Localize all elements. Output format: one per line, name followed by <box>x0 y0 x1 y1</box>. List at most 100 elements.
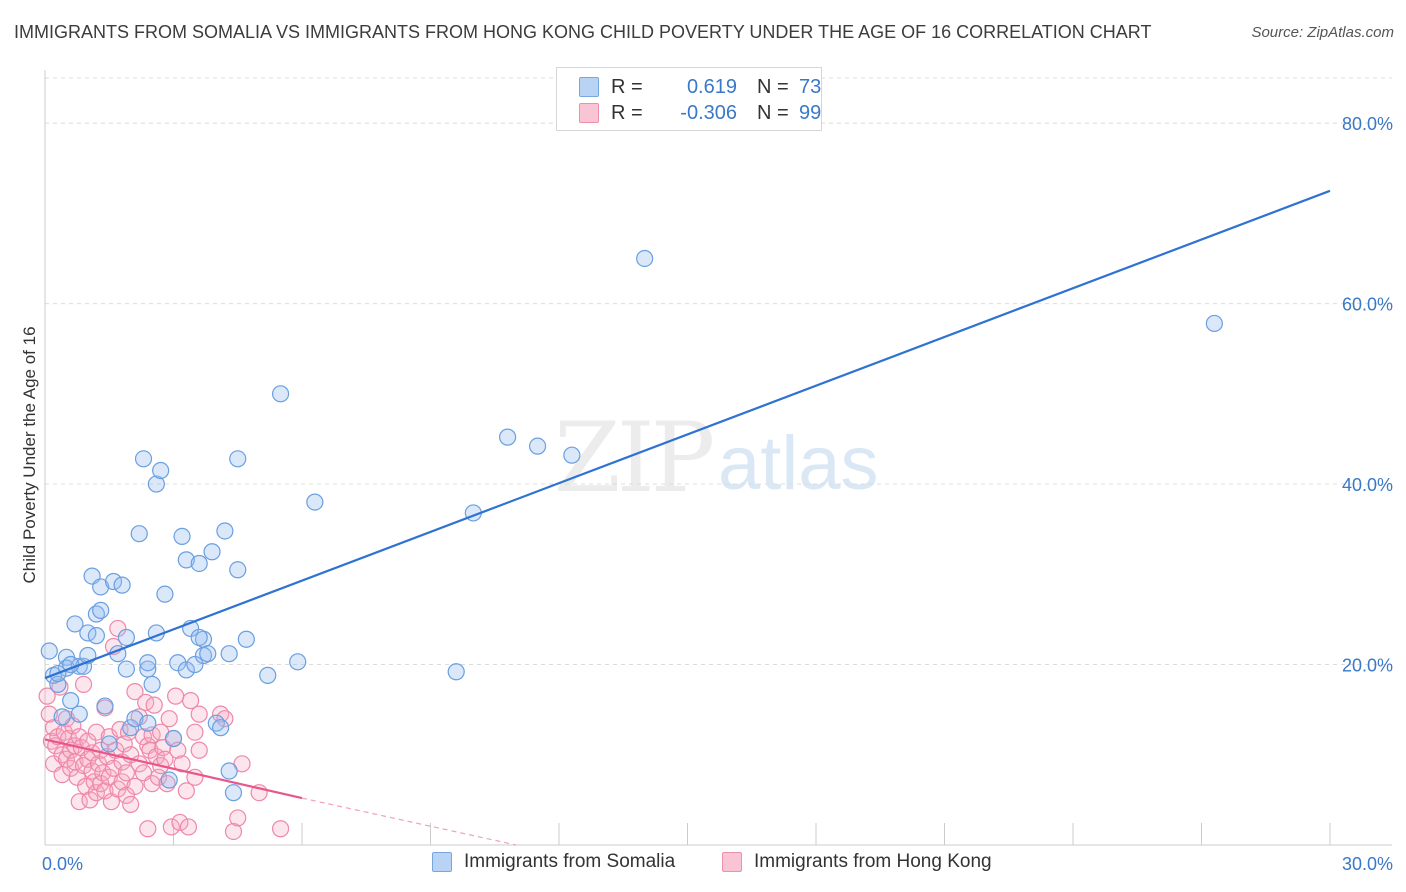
somalia-point <box>259 666 277 684</box>
somalia-point <box>40 642 58 660</box>
y-tick-label: 80.0% <box>1342 114 1393 134</box>
hongkong-point <box>190 741 208 759</box>
somalia-point <box>229 561 247 579</box>
legend-swatch-hongkong <box>579 103 599 123</box>
hongkong-point <box>117 764 135 782</box>
hongkong-point <box>87 784 106 802</box>
hongkong-point <box>167 687 185 705</box>
hongkong-points <box>38 619 290 841</box>
hongkong-point <box>126 777 144 795</box>
somalia-point <box>126 710 144 728</box>
hongkong-point <box>104 759 123 777</box>
x-tick-label: 0.0% <box>42 854 83 874</box>
hongkong-point <box>83 762 101 780</box>
hongkong-point <box>162 818 180 836</box>
somalia-point <box>66 615 84 633</box>
somalia-point <box>190 628 208 647</box>
somalia-point <box>224 784 243 802</box>
hongkong-point <box>145 696 163 714</box>
trend-layer <box>44 189 1331 846</box>
somalia-point <box>447 663 465 681</box>
legend-r-value: 0.619 <box>686 75 737 98</box>
hongkong-point <box>186 723 204 741</box>
somalia-point <box>139 654 157 672</box>
somalia-point <box>92 578 110 596</box>
somalia-point <box>528 437 547 455</box>
somalia-point <box>104 572 123 591</box>
hongkong-swatch <box>722 852 742 872</box>
hongkong-point <box>70 793 88 811</box>
hongkong-point <box>139 820 157 838</box>
legend-swatch-somalia <box>579 77 599 97</box>
legend-n-label: N = <box>757 101 789 124</box>
hongkong-point <box>126 682 144 701</box>
somalia-point <box>636 249 654 268</box>
somalia-point <box>220 645 238 663</box>
hongkong-point <box>182 692 200 710</box>
somalia-point <box>156 585 174 603</box>
legend-r-label: R = <box>611 75 643 98</box>
y-axis-label: Child Poverty Under the Age of 16 <box>20 326 39 583</box>
bottom-legend-somalia[interactable]: Immigrants from Somalia <box>432 851 675 873</box>
y-tick-label: 60.0% <box>1342 295 1393 315</box>
somalia-point <box>212 719 230 737</box>
legend-n-value: 73 <box>799 75 822 98</box>
hongkong-point <box>177 782 195 800</box>
bottom-legend-hongkong[interactable]: Immigrants from Hong Kong <box>722 851 992 873</box>
x-tick-label: 30.0% <box>1342 854 1393 874</box>
somalia-point <box>92 601 110 619</box>
hongkong-point <box>143 775 161 793</box>
y-tick-label: 20.0% <box>1342 656 1393 676</box>
hongkong-point <box>224 822 243 841</box>
somalia-point <box>152 461 170 480</box>
hongkong-point <box>81 791 99 809</box>
legend-row-hongkong: R = -0.306 N = 99 <box>579 100 821 126</box>
somalia-point <box>164 729 183 748</box>
somalia-point <box>177 661 195 679</box>
hongkong-point <box>100 768 118 786</box>
legend-n-value: 99 <box>799 101 822 124</box>
somalia-point <box>199 645 217 663</box>
hongkong-point <box>229 809 247 827</box>
somalia-point <box>306 493 324 511</box>
hongkong-point <box>171 813 189 832</box>
somalia-point <box>177 551 195 569</box>
somalia-point <box>130 525 148 543</box>
somalia-point <box>87 627 106 645</box>
somalia-points <box>40 249 1223 802</box>
chart-title: IMMIGRANTS FROM SOMALIA VS IMMIGRANTS FR… <box>14 22 1152 42</box>
hongkong-point <box>40 705 58 723</box>
source-credit: Source: ZipAtlas.com <box>1251 24 1394 41</box>
somalia-point <box>499 428 517 446</box>
hongkong-point <box>179 818 198 836</box>
somalia-point <box>220 762 238 780</box>
hongkong-point <box>74 675 93 693</box>
somalia-point <box>271 385 290 403</box>
legend-n-label: N = <box>757 75 789 98</box>
somalia-point <box>169 654 187 672</box>
hongkong-trend-extension <box>301 797 517 846</box>
legend-r-label: R = <box>611 101 643 124</box>
somalia-trend-line <box>44 189 1331 680</box>
hongkong-point <box>70 728 88 746</box>
hongkong-point <box>122 795 140 813</box>
hongkong-point <box>216 710 234 728</box>
somalia-point <box>100 735 118 753</box>
hongkong-point <box>233 755 251 773</box>
somalia-point <box>117 660 135 678</box>
somalia-point <box>147 475 165 493</box>
somalia-point <box>62 692 80 710</box>
somalia-legend-label: Immigrants from Somalia <box>464 851 676 872</box>
somalia-point <box>173 527 191 545</box>
somalia-swatch <box>432 852 452 872</box>
tick-labels: 20.0% 40.0% 60.0% 80.0% 0.0% 30.0% <box>42 114 1393 874</box>
somalia-point <box>186 655 204 674</box>
somalia-point <box>53 708 71 726</box>
somalia-point <box>96 697 114 715</box>
somalia-point <box>203 543 221 561</box>
hongkong-point <box>160 710 178 728</box>
somalia-point <box>122 719 140 737</box>
somalia-point <box>143 675 161 693</box>
hongkong-point <box>117 786 135 804</box>
